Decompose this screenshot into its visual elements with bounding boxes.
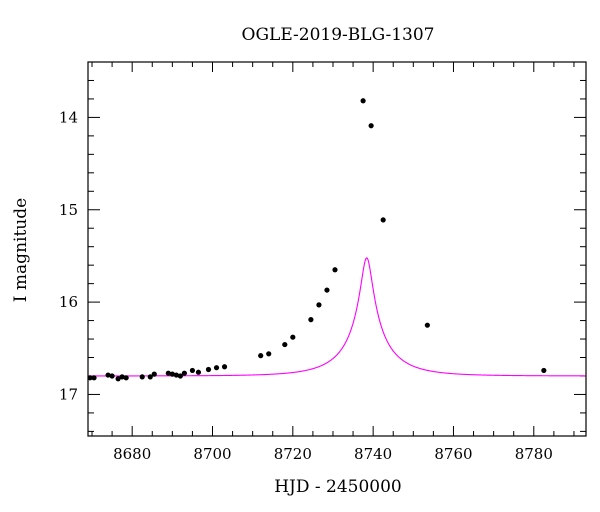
x-tick-label: 8780: [515, 445, 553, 463]
data-point: [221, 364, 228, 370]
x-tick-label: 8680: [113, 445, 151, 463]
data-point: [332, 267, 338, 273]
data-point: [177, 373, 183, 379]
data-point: [181, 370, 187, 376]
data-point: [147, 374, 153, 380]
data-point: [424, 322, 430, 328]
tick-labels-layer: 8680 8700 8720 8740 8760 8780 14 15 16 17: [59, 108, 553, 463]
data-point: [308, 317, 314, 323]
data-points-layer: [87, 98, 547, 382]
data-point: [258, 353, 264, 359]
data-point: [368, 123, 374, 129]
data-point: [541, 367, 547, 374]
data-point: [266, 351, 272, 357]
data-point: [213, 365, 220, 371]
data-point: [169, 371, 175, 377]
model-layer: [88, 257, 586, 377]
data-point: [105, 372, 111, 378]
x-tick-label: 8720: [274, 445, 312, 463]
data-point: [151, 371, 157, 377]
data-point: [324, 287, 330, 293]
y-tick-label: 17: [59, 385, 78, 403]
x-tick-label: 8700: [193, 445, 231, 463]
data-point: [165, 370, 171, 376]
ticks-layer: [88, 61, 586, 436]
y-tick-label: 16: [59, 293, 78, 311]
data-point: [360, 98, 366, 104]
data-point: [87, 375, 93, 381]
y-tick-label: 14: [59, 108, 78, 126]
chart-title: OGLE-2019-BLG-1307: [242, 25, 435, 45]
data-point: [91, 375, 97, 381]
data-point: [115, 376, 121, 382]
data-point: [119, 374, 125, 380]
data-point: [173, 372, 179, 378]
data-point: [282, 341, 288, 348]
plot-frame: [87, 61, 587, 437]
x-tick-label: 8740: [354, 445, 392, 463]
data-point: [316, 302, 322, 308]
data-point: [123, 375, 129, 381]
data-point: [189, 367, 196, 374]
y-tick-label: 15: [59, 201, 78, 219]
x-axis-label: HJD - 2450000: [274, 477, 402, 497]
x-tick-label: 8760: [434, 445, 472, 463]
y-axis-label: I magnitude: [11, 198, 31, 302]
data-point: [139, 374, 145, 380]
data-point: [290, 334, 296, 340]
data-point: [380, 217, 386, 223]
data-point: [109, 373, 115, 379]
model-curve: [88, 257, 586, 377]
data-point: [195, 369, 202, 375]
data-point: [205, 366, 212, 373]
